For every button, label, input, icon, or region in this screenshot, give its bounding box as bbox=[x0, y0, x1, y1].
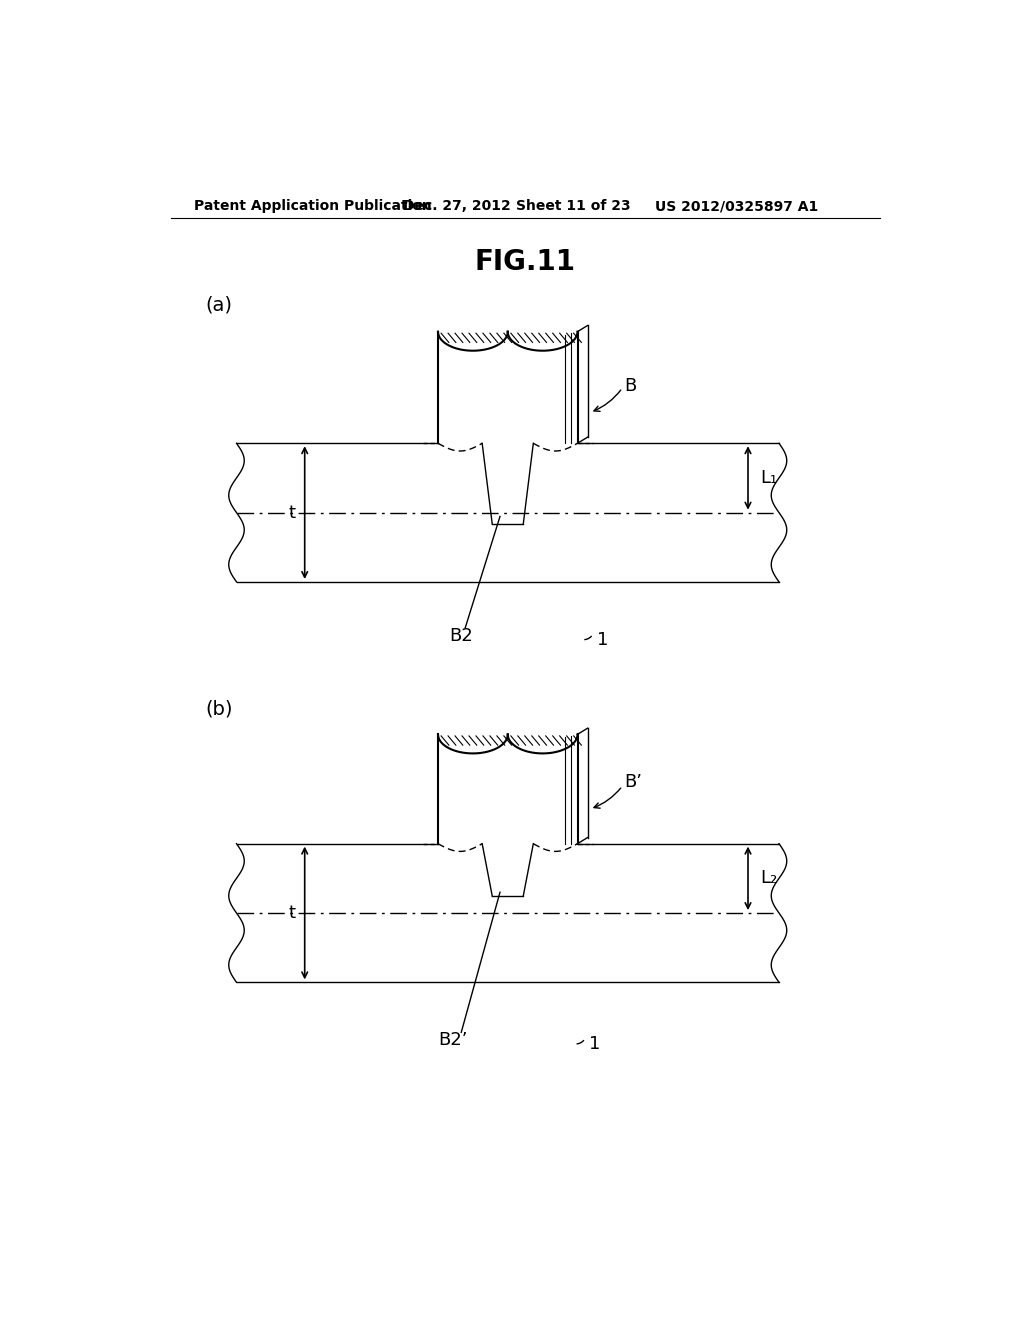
Text: Sheet 11 of 23: Sheet 11 of 23 bbox=[515, 199, 630, 213]
Text: L₂: L₂ bbox=[761, 870, 777, 887]
Text: B2: B2 bbox=[450, 627, 473, 644]
Text: US 2012/0325897 A1: US 2012/0325897 A1 bbox=[655, 199, 818, 213]
Text: (b): (b) bbox=[206, 700, 233, 718]
Text: 1: 1 bbox=[597, 631, 608, 648]
Text: (a): (a) bbox=[206, 296, 232, 314]
Text: t: t bbox=[289, 504, 296, 521]
Text: Dec. 27, 2012: Dec. 27, 2012 bbox=[403, 199, 511, 213]
Text: 1: 1 bbox=[589, 1035, 600, 1053]
Text: L₁: L₁ bbox=[761, 469, 777, 487]
Text: t: t bbox=[289, 904, 296, 921]
Text: FIG.11: FIG.11 bbox=[474, 248, 575, 276]
Text: B: B bbox=[624, 376, 636, 395]
Text: Patent Application Publication: Patent Application Publication bbox=[194, 199, 432, 213]
Text: B2’: B2’ bbox=[438, 1031, 468, 1049]
Text: B’: B’ bbox=[624, 774, 642, 791]
